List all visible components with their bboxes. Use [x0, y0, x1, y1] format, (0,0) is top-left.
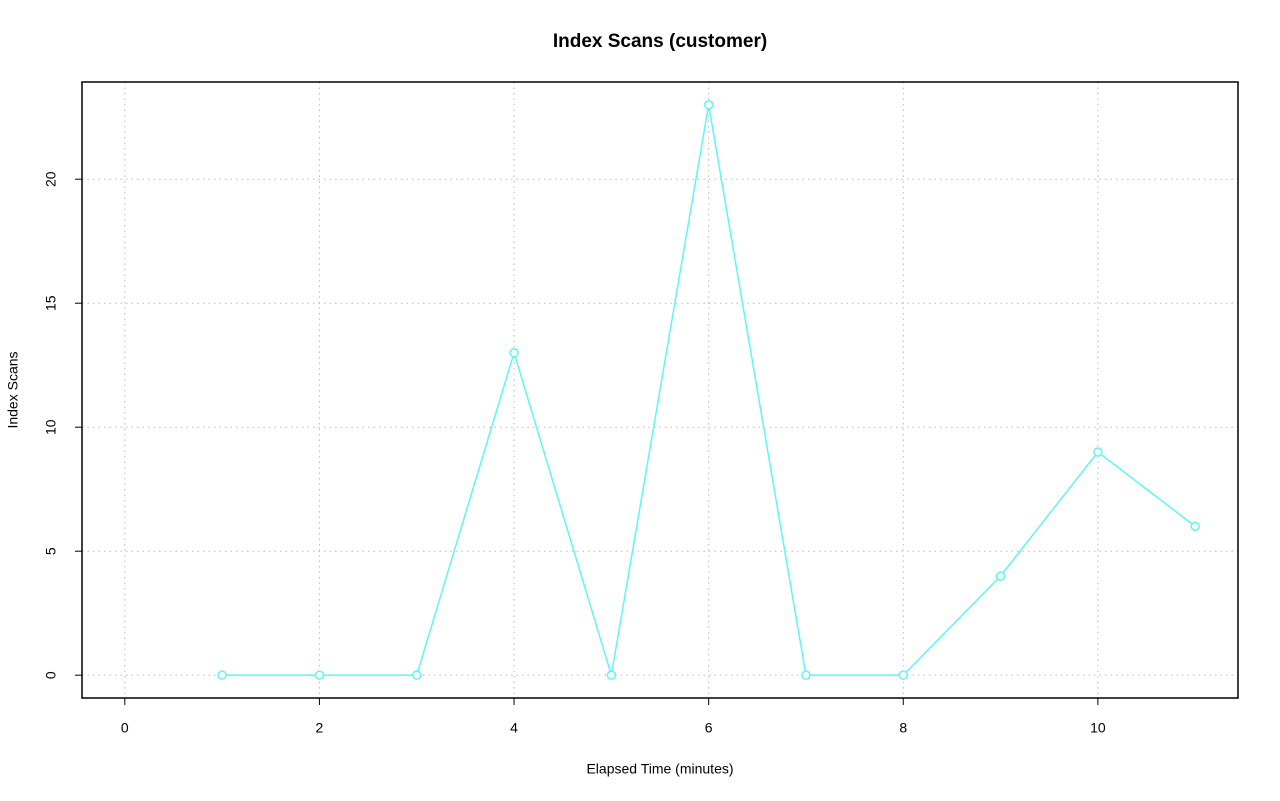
data-point: [606, 670, 617, 680]
y-tick-label: 15: [43, 295, 59, 311]
x-tick-label: 2: [316, 720, 324, 736]
plot-frame: [81, 81, 1239, 699]
data-point: [1190, 521, 1200, 532]
data-point: [703, 100, 714, 110]
x-tick-label: 0: [121, 720, 129, 736]
data-point: [995, 571, 1006, 581]
data-point: [898, 670, 909, 680]
x-axis-label: Elapsed Time (minutes): [586, 761, 733, 777]
chart-title: Index Scans (customer): [553, 31, 767, 52]
data-point: [1093, 447, 1103, 457]
y-axis-label: Index Scans: [5, 351, 21, 428]
data-point: [314, 670, 325, 680]
y-tick-label: 20: [43, 171, 59, 187]
data-point: [217, 670, 227, 680]
y-tick-label: 5: [43, 547, 59, 555]
data-point: [411, 670, 422, 680]
data-point: [509, 348, 519, 358]
x-tick-label: 10: [1090, 720, 1106, 736]
x-tick-label: 6: [705, 720, 713, 736]
y-tick-label: 10: [43, 419, 59, 435]
x-tick-label: 4: [510, 720, 518, 736]
x-tick-label: 8: [899, 720, 907, 736]
y-tick-label: 0: [43, 671, 59, 679]
data-point: [801, 670, 811, 680]
